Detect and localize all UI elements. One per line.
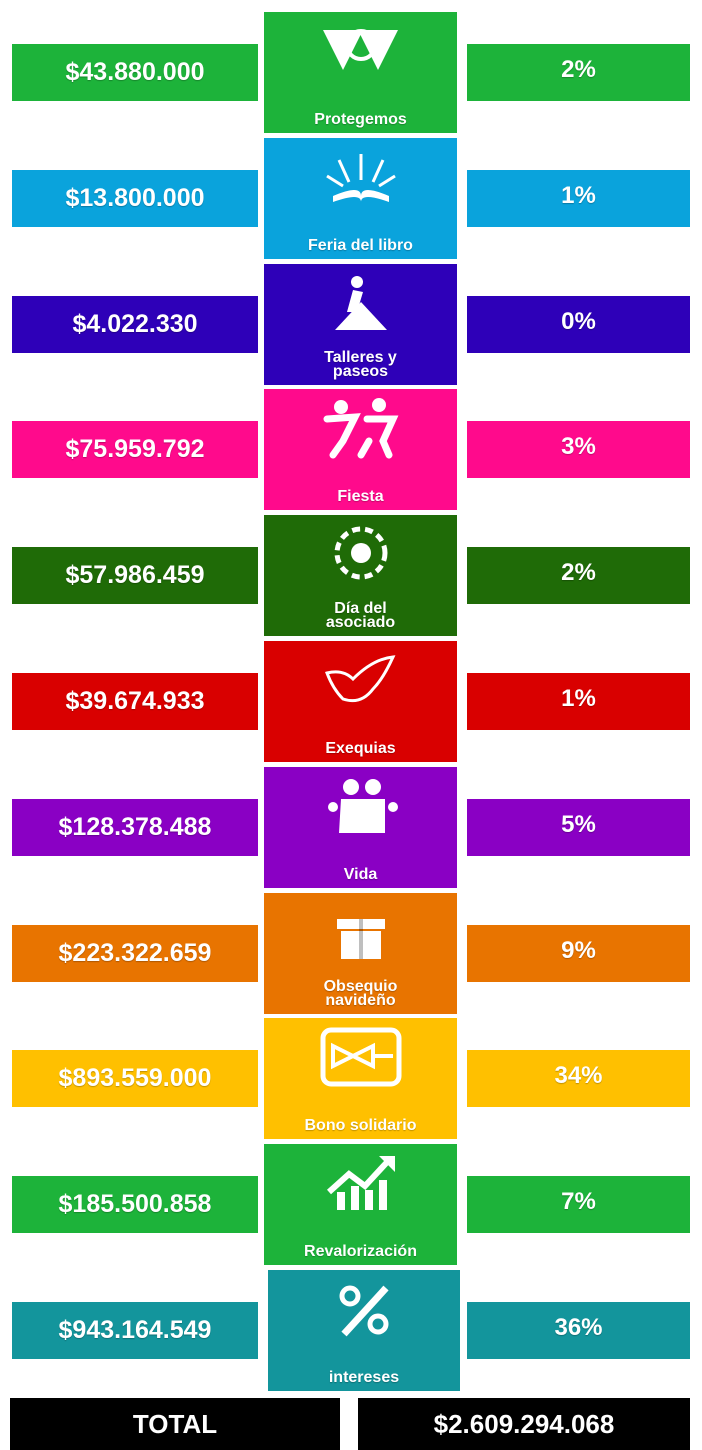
percent-bar: 5% [467,798,690,856]
category-box: Revalorización [264,1144,457,1266]
percent-bar: 9% [467,924,690,982]
icon [334,526,387,580]
category-label: Vida [343,865,378,883]
category-label: intereses [328,1369,400,1386]
amount-bar: $57.986.459 [12,547,258,605]
amount-bar: $943.164.549 [12,1302,258,1359]
category-box: Obsequio navideño [264,892,457,1014]
amount-bar: $13.800.000 [12,169,258,227]
category-label: Feria del libro [308,236,413,254]
category-label: Obsequio [323,977,398,995]
icon [326,1156,395,1211]
category-box: Talleres y paseos [264,263,457,385]
category-label: navideño [325,991,396,1009]
category-box: Vida [264,766,457,888]
amount-bar: $39.674.933 [12,673,258,730]
category-label: paseos [332,362,389,380]
amount-bar: $75.959.792 [12,421,258,479]
amount-bar: $128.378.488 [12,798,258,856]
total-value: $2.609.294.068 [358,1398,690,1450]
percent-bar: 2% [467,44,690,101]
category-label: Día del [334,600,387,618]
category-box: Exequias [264,641,457,762]
category-box: Bono solidario [264,1018,457,1140]
percent-bar: 3% [467,421,690,479]
icon [320,1027,401,1087]
category-box: Protegemos [264,12,457,133]
percent-bar: 0% [467,295,690,353]
category-label: Talleres y [324,348,397,366]
category-label: Exequias [325,740,396,757]
icon [339,1285,389,1337]
category-label: Fiesta [337,488,384,506]
category-label: Bono solidario [304,1117,417,1135]
icon [323,398,398,459]
amount-bar: $185.500.858 [12,1176,258,1234]
total-label: TOTAL [10,1398,340,1450]
category-label: Revalorización [304,1243,417,1261]
icon [325,153,396,202]
icon [336,918,385,959]
category-box: intereses [268,1270,460,1391]
percent-bar: 7% [467,1176,690,1234]
icon [327,778,398,833]
amount-bar: $223.322.659 [12,924,258,982]
percent-bar: 34% [467,1050,690,1108]
percent-bar: 1% [467,673,690,730]
percent-bar: 2% [467,547,690,605]
icon [334,275,387,330]
percent-bar: 1% [467,169,690,227]
percent-bar: 36% [467,1302,690,1359]
category-box: Feria del libro [264,137,457,259]
category-label: Protegemos [314,111,407,128]
amount-bar: $43.880.000 [12,44,258,101]
amount-bar: $4.022.330 [12,295,258,353]
category-box: Fiesta [264,389,457,511]
amount-bar: $893.559.000 [12,1050,258,1108]
icon [322,29,398,70]
category-box: Día del asociado [264,515,457,637]
category-label: asociado [325,614,396,632]
icon [324,655,395,703]
